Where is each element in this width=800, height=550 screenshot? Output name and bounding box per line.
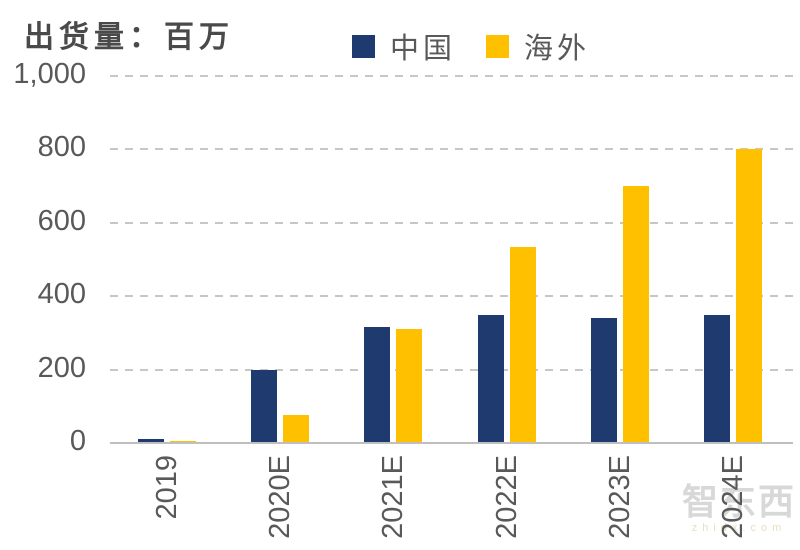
- bar-china-2023E: [590, 318, 617, 443]
- legend-swatch-china: [352, 34, 375, 58]
- legend: 中国 海外: [352, 25, 590, 67]
- bar-overseas-2023E: [622, 186, 649, 443]
- y-tick-label-400: 400: [37, 278, 86, 311]
- legend-item-china: 中国: [352, 25, 456, 67]
- legend-label-china: 中国: [390, 31, 457, 65]
- bar-china-2021E: [364, 327, 391, 443]
- x-tick-label-2019: 2019: [151, 455, 183, 520]
- bar-overseas-2021E: [396, 329, 423, 443]
- y-tick-label-0: 0: [69, 425, 86, 457]
- gridline-800: [110, 148, 793, 151]
- bar-overseas-2022E: [509, 246, 536, 443]
- watermark: 智东西 zhidx.com: [682, 482, 796, 534]
- chart-title: 出货量：百万: [24, 20, 234, 55]
- y-tick-label-200: 200: [37, 351, 86, 384]
- gridline-400: [110, 295, 793, 298]
- gridline-600: [110, 221, 793, 224]
- legend-label-overseas: 海外: [524, 31, 591, 65]
- bar-china-2020E: [251, 369, 278, 443]
- x-tick-label-2023E: 2023E: [603, 455, 636, 539]
- x-tick-label-2020E: 2020E: [264, 455, 297, 539]
- watermark-logo: 智东西: [682, 481, 797, 523]
- x-tick-label-2022E: 2022E: [490, 455, 523, 539]
- legend-item-overseas: 海外: [486, 25, 590, 67]
- y-tick-label-600: 600: [37, 204, 86, 237]
- y-tick-label-800: 800: [37, 131, 86, 164]
- y-tick-label-1000: 1,000: [13, 58, 86, 90]
- x-axis-line: [110, 442, 793, 444]
- legend-swatch-overseas: [486, 34, 510, 58]
- gridline-200: [110, 368, 793, 371]
- bar-china-2019: [138, 439, 164, 443]
- x-tick-label-2021E: 2021E: [377, 455, 410, 539]
- x-tick-label-2024E: 2024E: [717, 455, 749, 539]
- gridline-1000: [110, 75, 793, 77]
- bar-overseas-2020E: [283, 415, 310, 443]
- bar-overseas-2024E: [736, 149, 762, 443]
- bar-china-2022E: [477, 314, 504, 443]
- bar-china-2024E: [704, 314, 730, 443]
- watermark-url: zhidx.com: [691, 522, 787, 534]
